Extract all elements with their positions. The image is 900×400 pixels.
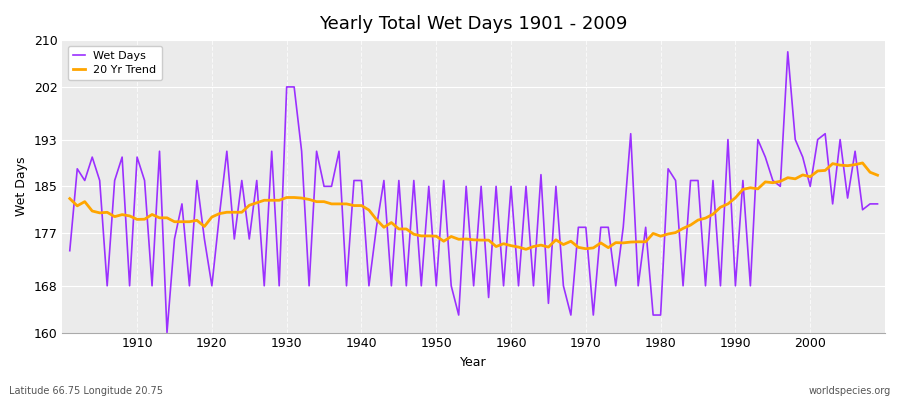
Wet Days (782, 50, 793, 54)
Wet Days (513, 283, 524, 288)
Legend: Wet Days, 20 Yr Trend: Wet Days, 20 Yr Trend (68, 46, 162, 80)
X-axis label: Year: Year (460, 356, 487, 369)
20 Yr Trend (334, 202, 345, 206)
Line: 20 Yr Trend: 20 Yr Trend (70, 163, 878, 249)
Wet Days (162, 330, 173, 335)
20 Yr Trend (603, 245, 614, 250)
Wet Days (124, 283, 135, 288)
Wet Days (603, 225, 614, 230)
20 Yr Trend (65, 196, 76, 201)
20 Yr Trend (872, 173, 883, 178)
Title: Yearly Total Wet Days 1901 - 2009: Yearly Total Wet Days 1901 - 2009 (320, 15, 628, 33)
Line: Wet Days: Wet Days (70, 52, 878, 332)
20 Yr Trend (124, 214, 135, 218)
Text: worldspecies.org: worldspecies.org (809, 386, 891, 396)
20 Yr Trend (520, 247, 531, 252)
20 Yr Trend (289, 195, 300, 200)
Text: Latitude 66.75 Longitude 20.75: Latitude 66.75 Longitude 20.75 (9, 386, 163, 396)
20 Yr Trend (506, 243, 517, 248)
Wet Days (341, 283, 352, 288)
20 Yr Trend (857, 160, 868, 165)
20 Yr Trend (499, 241, 509, 246)
Y-axis label: Wet Days: Wet Days (15, 156, 28, 216)
Wet Days (65, 248, 76, 253)
Wet Days (506, 184, 517, 189)
Wet Days (872, 202, 883, 206)
Wet Days (296, 149, 307, 154)
